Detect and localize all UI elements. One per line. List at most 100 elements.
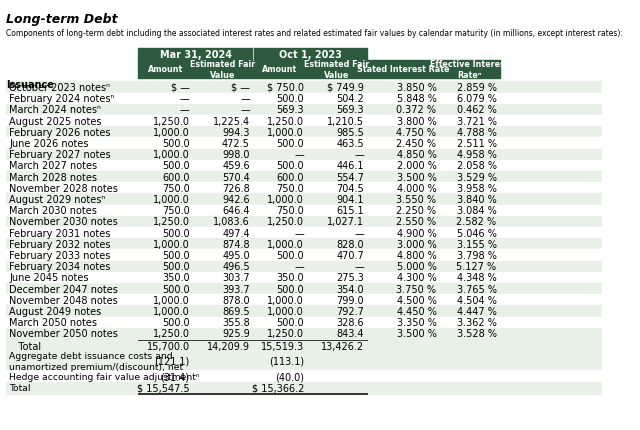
Text: 500.0: 500.0 [162,261,189,272]
Bar [253,49,367,61]
Text: 446.1: 446.1 [337,161,364,171]
Text: 998.0: 998.0 [222,150,250,160]
Bar [6,227,602,239]
Bar [6,272,602,283]
Text: —: — [294,261,304,272]
Bar [138,61,193,79]
Text: 600.0: 600.0 [162,172,189,182]
Text: 726.8: 726.8 [222,183,250,194]
Text: 3.000 %: 3.000 % [397,239,436,249]
Text: 350.0: 350.0 [162,273,189,283]
Text: —: — [294,150,304,160]
Text: 554.7: 554.7 [336,172,364,182]
Bar [367,61,440,79]
Bar [6,194,602,205]
Text: 463.5: 463.5 [337,138,364,149]
Text: August 2049 notes: August 2049 notes [9,306,101,316]
Text: 3.765 %: 3.765 % [456,284,497,294]
Text: 570.4: 570.4 [222,172,250,182]
Text: $ 749.9: $ 749.9 [327,83,364,93]
Bar [6,149,602,160]
Text: 354.0: 354.0 [337,284,364,294]
Bar [6,352,602,371]
Text: 3.500 %: 3.500 % [397,329,436,339]
Text: $ 15,547.5: $ 15,547.5 [137,383,189,393]
Text: 393.7: 393.7 [222,284,250,294]
Text: 704.5: 704.5 [337,183,364,194]
Text: 792.7: 792.7 [336,306,364,316]
Text: 500.0: 500.0 [276,250,304,261]
Text: Mar 31, 2024: Mar 31, 2024 [159,50,232,60]
Text: 1,000.0: 1,000.0 [153,295,189,305]
Text: 500.0: 500.0 [276,138,304,149]
Text: 350.0: 350.0 [276,273,304,283]
Text: 500.0: 500.0 [162,284,189,294]
Text: February 2033 notes: February 2033 notes [9,250,111,261]
Text: February 2032 notes: February 2032 notes [9,239,111,249]
Text: March 2030 notes: March 2030 notes [9,206,97,216]
Text: 4.300 %: 4.300 % [397,273,436,283]
Text: 3.958 %: 3.958 % [457,183,497,194]
Text: 615.1: 615.1 [337,206,364,216]
Text: $ 15,366.2: $ 15,366.2 [252,383,304,393]
Text: 1,000.0: 1,000.0 [268,295,304,305]
Bar [6,250,602,261]
Text: 13,426.2: 13,426.2 [321,341,364,351]
Text: Stated Interest Rate: Stated Interest Rate [357,65,449,74]
Text: 500.0: 500.0 [276,284,304,294]
Text: 1,000.0: 1,000.0 [153,127,189,138]
Text: 3.155 %: 3.155 % [456,239,497,249]
Bar [6,172,602,183]
Text: —: — [355,150,364,160]
Text: November 2050 notes: November 2050 notes [9,329,118,339]
Text: (121.1): (121.1) [154,356,189,366]
Text: 869.5: 869.5 [222,306,250,316]
Text: 3.850 %: 3.850 % [397,83,436,93]
Text: Total: Total [9,341,41,351]
Text: November 2048 notes: November 2048 notes [9,295,118,305]
Text: 500.0: 500.0 [162,228,189,238]
Text: 3.528 %: 3.528 % [456,329,497,339]
Text: 1,000.0: 1,000.0 [268,194,304,205]
Text: 504.2: 504.2 [337,94,364,104]
Text: 904.1: 904.1 [337,194,364,205]
Text: 4.000 %: 4.000 % [397,183,436,194]
Bar [6,239,602,250]
Text: 500.0: 500.0 [276,161,304,171]
Text: 3.500 %: 3.500 % [397,172,436,182]
Text: 5.127 %: 5.127 % [456,261,497,272]
Text: Hedge accounting fair value adjustmentⁿ: Hedge accounting fair value adjustmentⁿ [9,372,200,381]
Text: 925.9: 925.9 [222,329,250,339]
Text: 1,225.4: 1,225.4 [212,116,250,126]
Bar [6,295,602,306]
Text: 4.900 %: 4.900 % [397,228,436,238]
Bar [6,371,602,382]
Text: 569.3: 569.3 [337,105,364,115]
Text: 985.5: 985.5 [337,127,364,138]
Text: 4.500 %: 4.500 % [397,295,436,305]
Text: 4.447 %: 4.447 % [457,306,497,316]
Text: 0.372 %: 0.372 % [396,105,436,115]
Text: November 2028 notes: November 2028 notes [9,183,118,194]
Bar [6,306,602,317]
Text: June 2045 notes: June 2045 notes [9,273,88,283]
Text: 470.7: 470.7 [337,250,364,261]
Text: 750.0: 750.0 [276,183,304,194]
Text: 1,000.0: 1,000.0 [268,127,304,138]
Text: 4.800 %: 4.800 % [397,250,436,261]
Text: February 2026 notes: February 2026 notes [9,127,111,138]
Text: 496.5: 496.5 [222,261,250,272]
Text: 0.462 %: 0.462 % [457,105,497,115]
Text: 3.721 %: 3.721 % [456,116,497,126]
Bar [440,61,500,79]
Text: 3.084 %: 3.084 % [457,206,497,216]
Text: 874.8: 874.8 [222,239,250,249]
Text: 4.504 %: 4.504 % [457,295,497,305]
Text: 497.4: 497.4 [222,228,250,238]
Bar [6,341,602,352]
Text: 303.7: 303.7 [222,273,250,283]
Text: 14,209.9: 14,209.9 [207,341,250,351]
Bar [6,138,602,149]
Text: Effective Interest
Rateⁿ: Effective Interest Rateⁿ [430,60,509,80]
Text: 5.000 %: 5.000 % [397,261,436,272]
